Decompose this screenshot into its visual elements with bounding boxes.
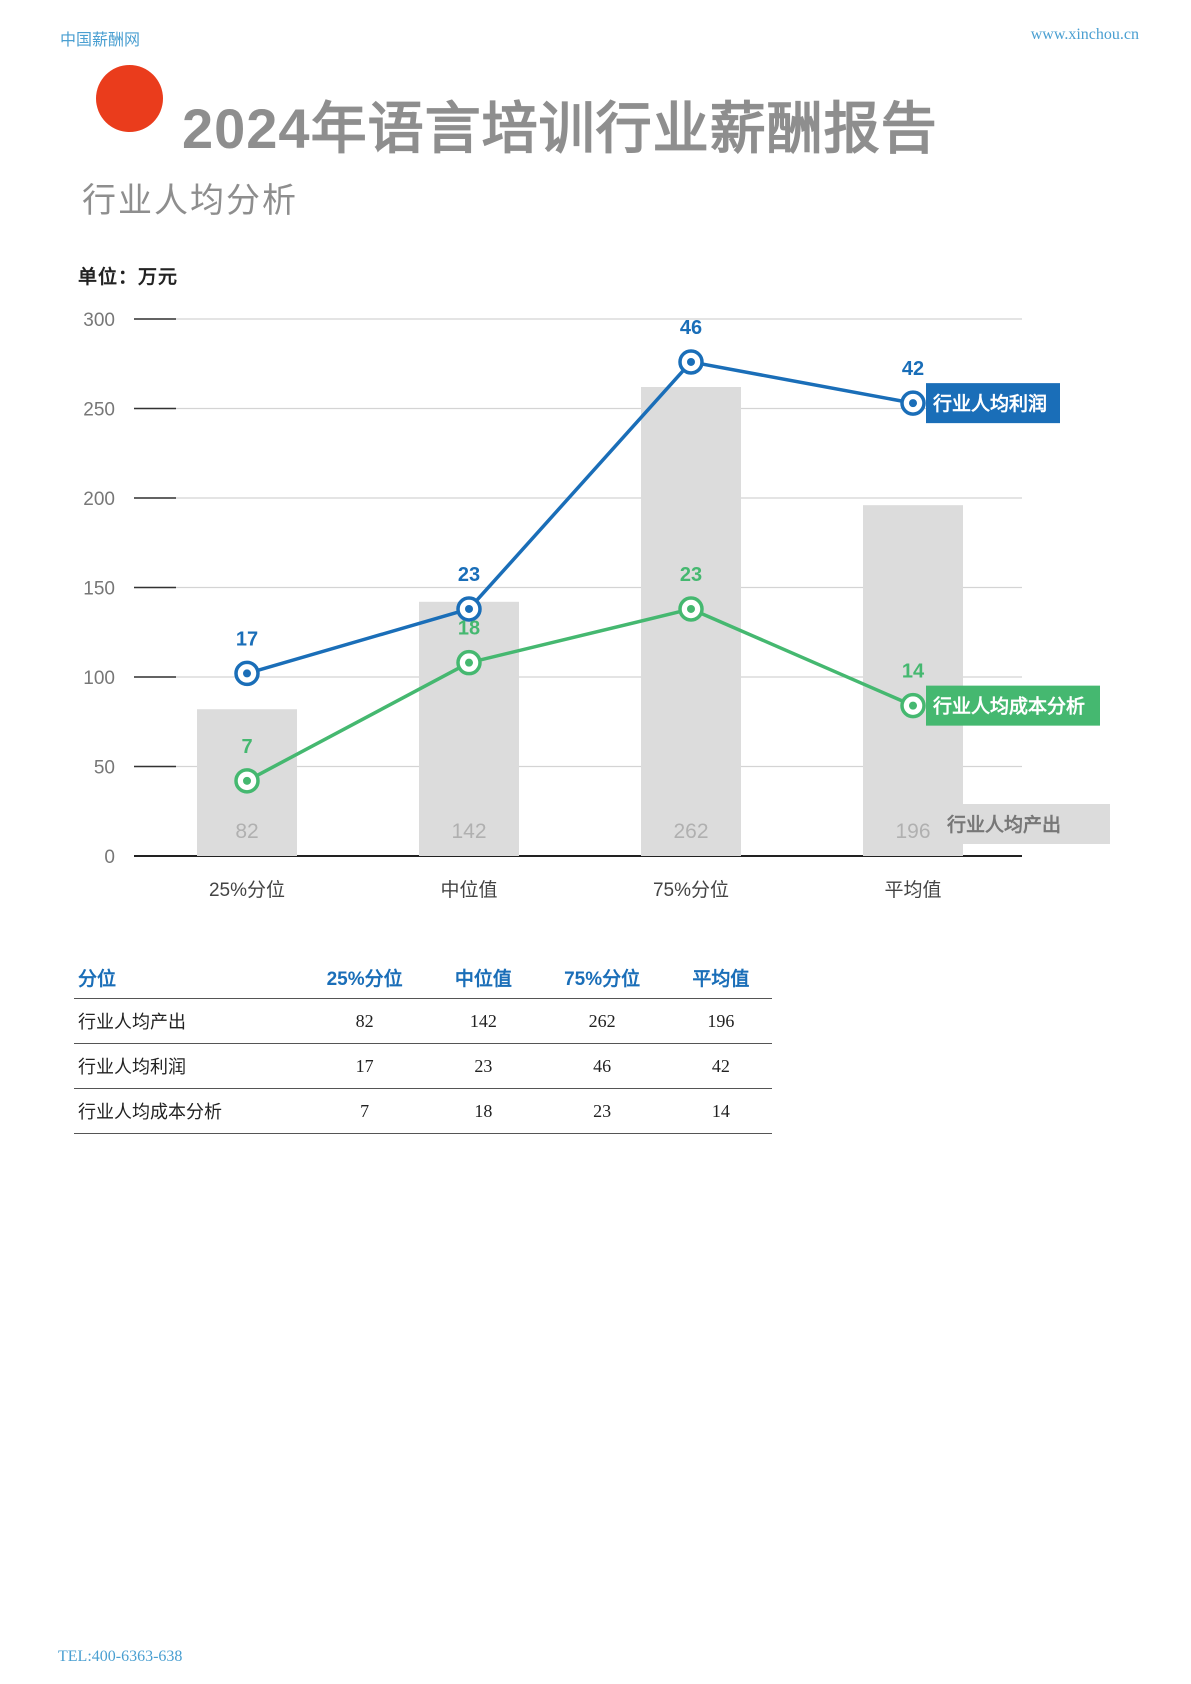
series-line <box>246 360 914 676</box>
data-point-core <box>243 669 251 678</box>
table-cell: 23 <box>432 1043 535 1089</box>
data-label: 42 <box>902 358 924 380</box>
table-cell: 262 <box>534 998 670 1044</box>
data-point-core <box>687 357 695 366</box>
data-point-core <box>687 604 695 613</box>
table-cell: 42 <box>669 1043 772 1089</box>
table-header-cell: 25%分位 <box>297 956 433 999</box>
data-label: 17 <box>236 628 258 650</box>
table-header-cell: 中位值 <box>432 956 535 999</box>
section-subtitle: 行业人均分析 <box>82 182 298 220</box>
table-cell: 18 <box>432 1088 535 1134</box>
table-header-cell: 平均值 <box>669 956 772 999</box>
table-row-label: 行业人均成本分析 <box>74 1088 297 1134</box>
footer-tel: TEL:400-6363-638 <box>58 1648 183 1665</box>
data-point-core <box>465 658 473 667</box>
legend-label-cost: 行业人均成本分析 <box>932 695 1085 718</box>
y-tick-label: 50 <box>94 758 115 779</box>
y-tick-label: 150 <box>83 579 115 600</box>
bar-value-label: 142 <box>451 820 486 843</box>
site-url[interactable]: www.xinchou.cn <box>1030 26 1139 43</box>
table-row-label: 行业人均利润 <box>74 1043 297 1089</box>
data-point-core <box>465 604 473 613</box>
table-row: 行业人均利润 17 23 46 42 <box>74 1043 772 1089</box>
table-row-label: 行业人均产出 <box>74 998 297 1044</box>
data-point-core <box>909 701 917 710</box>
x-tick-label: 中位值 <box>440 879 497 901</box>
table-cell: 7 <box>297 1088 433 1134</box>
table-row: 行业人均产出 82 142 262 196 <box>74 998 772 1044</box>
y-tick-label: 300 <box>83 310 115 331</box>
data-label: 23 <box>680 564 702 586</box>
data-table: 分位 25%分位 中位值 75%分位 平均值 行业人均产出 82 142 262… <box>74 956 772 1134</box>
chart-unit-label: 单位：万元 <box>78 267 179 288</box>
table-cell: 46 <box>534 1043 670 1089</box>
x-tick-label: 25%分位 <box>209 879 285 901</box>
y-tick-label: 250 <box>83 400 115 421</box>
x-tick-label: 75%分位 <box>653 879 729 901</box>
bar-value-label: 82 <box>235 820 258 843</box>
table-header-cell: 分位 <box>74 956 297 999</box>
bar <box>419 601 519 856</box>
bar-value-label: 196 <box>895 820 930 843</box>
y-tick-label: 0 <box>104 847 115 868</box>
accent-dot <box>96 65 163 132</box>
legend-tag-cost <box>926 685 1100 726</box>
y-tick-label: 100 <box>83 668 115 689</box>
table-cell: 196 <box>669 998 772 1044</box>
data-point-core <box>909 399 917 408</box>
legend-label-output: 行业人均产出 <box>946 813 1061 836</box>
table-cell: 14 <box>669 1088 772 1134</box>
table-header-row: 分位 25%分位 中位值 75%分位 平均值 <box>74 956 772 999</box>
data-label: 14 <box>902 661 925 683</box>
data-label: 46 <box>680 317 702 339</box>
legend-label-profit: 行业人均利润 <box>932 392 1047 415</box>
table-cell: 17 <box>297 1043 433 1089</box>
data-label: 23 <box>458 564 480 586</box>
data-point-core <box>243 776 251 785</box>
table-cell: 82 <box>297 998 433 1044</box>
legend-tag-profit <box>926 383 1060 424</box>
site-name: 中国薪酬网 <box>60 32 141 49</box>
bar-value-label: 262 <box>673 820 708 843</box>
legend-tag-output <box>936 804 1110 844</box>
table-cell: 23 <box>534 1088 670 1134</box>
data-label: 7 <box>241 736 252 758</box>
table-cell: 142 <box>432 998 535 1044</box>
table-header-cell: 75%分位 <box>534 956 670 999</box>
page-title: 2024年语言培训行业薪酬报告 <box>182 97 938 160</box>
table-row: 行业人均成本分析 7 18 23 14 <box>74 1088 772 1134</box>
x-tick-label: 平均值 <box>884 879 941 901</box>
y-tick-label: 200 <box>83 489 115 510</box>
data-label: 18 <box>458 618 480 640</box>
bar <box>863 505 963 856</box>
series-line <box>246 607 914 783</box>
